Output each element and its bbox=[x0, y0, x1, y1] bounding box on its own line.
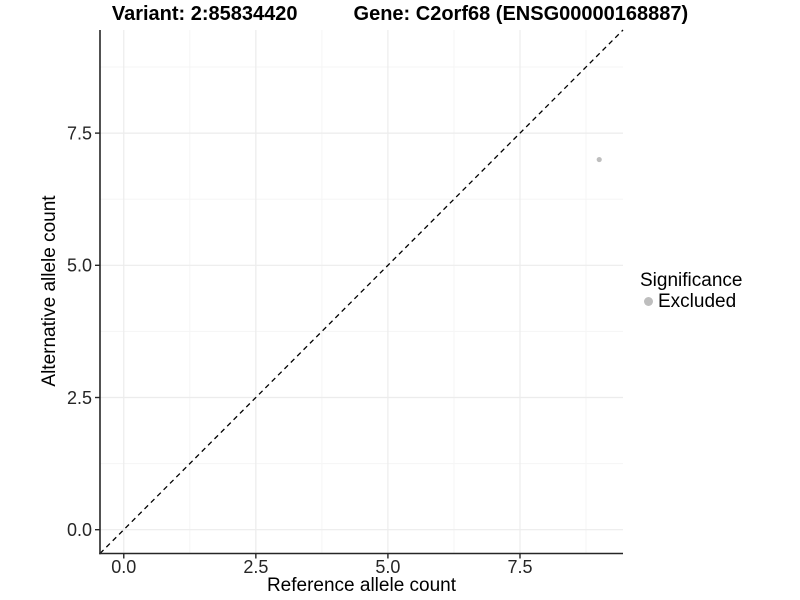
legend-item-label: Excluded bbox=[658, 290, 737, 312]
legend: Significance Excluded bbox=[640, 270, 742, 312]
excluded-point-icon bbox=[644, 297, 653, 306]
y-tick-label: 0.0 bbox=[67, 520, 92, 540]
x-axis-title: Reference allele count bbox=[266, 575, 457, 596]
y-tick-label: 7.5 bbox=[67, 123, 92, 143]
x-tick-label: 0.0 bbox=[111, 557, 136, 577]
variant-title: Variant: 2:85834420 bbox=[111, 3, 298, 25]
plot-title-row: Variant: 2:85834420 Gene: C2orf68 (ENSG0… bbox=[0, 3, 800, 27]
y-tick-label: 5.0 bbox=[67, 256, 92, 276]
legend-item-excluded: Excluded bbox=[640, 291, 742, 312]
legend-key bbox=[640, 293, 657, 310]
legend-title: Significance bbox=[640, 270, 743, 291]
data-point bbox=[596, 156, 602, 163]
y-axis-title: Alternative allele count bbox=[39, 195, 60, 387]
gene-title: Gene: C2orf68 (ENSG00000168887) bbox=[353, 3, 689, 25]
x-tick-label: 7.5 bbox=[507, 557, 532, 577]
x-tick-label: 2.5 bbox=[243, 557, 268, 577]
identity-dashed-line bbox=[99, 29, 624, 554]
y-tick-label: 2.5 bbox=[67, 388, 92, 408]
x-tick-label: 5.0 bbox=[375, 557, 400, 577]
